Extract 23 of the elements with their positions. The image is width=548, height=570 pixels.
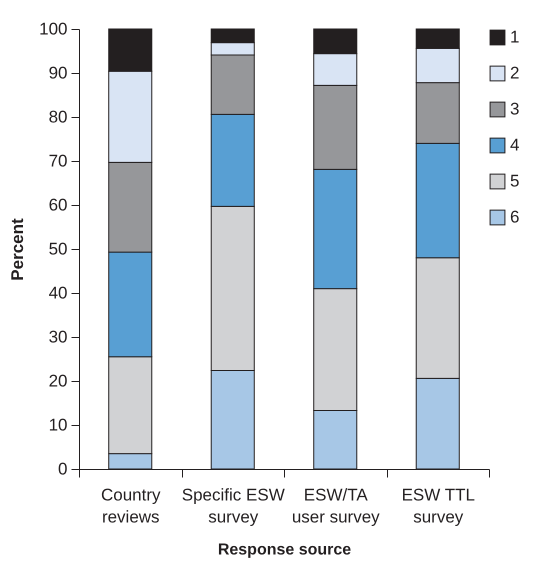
x-tick-label: Specific ESW survey (182, 486, 285, 526)
x-axis-title: Response source (218, 542, 352, 558)
legend-label: 2 (510, 64, 520, 82)
legend-label: 1 (510, 28, 520, 46)
y-tick-label: 50 (48, 240, 68, 258)
y-tick-label: 80 (48, 108, 68, 126)
y-axis-title: Percent (8, 218, 28, 281)
y-tick-label: 0 (58, 460, 68, 478)
y-tick-label: 90 (48, 64, 68, 82)
x-tick-label: Country reviews (100, 486, 162, 526)
legend-label: 4 (510, 136, 520, 154)
y-tick-label: 10 (48, 416, 68, 434)
y-tick-label: 20 (48, 372, 68, 390)
y-tick-label: 30 (48, 328, 68, 346)
x-tick-label: ESW/TA user survey (292, 486, 380, 526)
x-tick-label: ESW TTL survey (402, 486, 475, 526)
legend-label: 5 (510, 172, 520, 190)
y-tick-label: 70 (48, 152, 68, 170)
y-tick-label: 100 (39, 20, 68, 38)
legend-label: 6 (510, 208, 520, 226)
y-tick-label: 40 (48, 284, 68, 302)
y-tick-label: 60 (48, 196, 68, 214)
legend-label: 3 (510, 100, 520, 118)
